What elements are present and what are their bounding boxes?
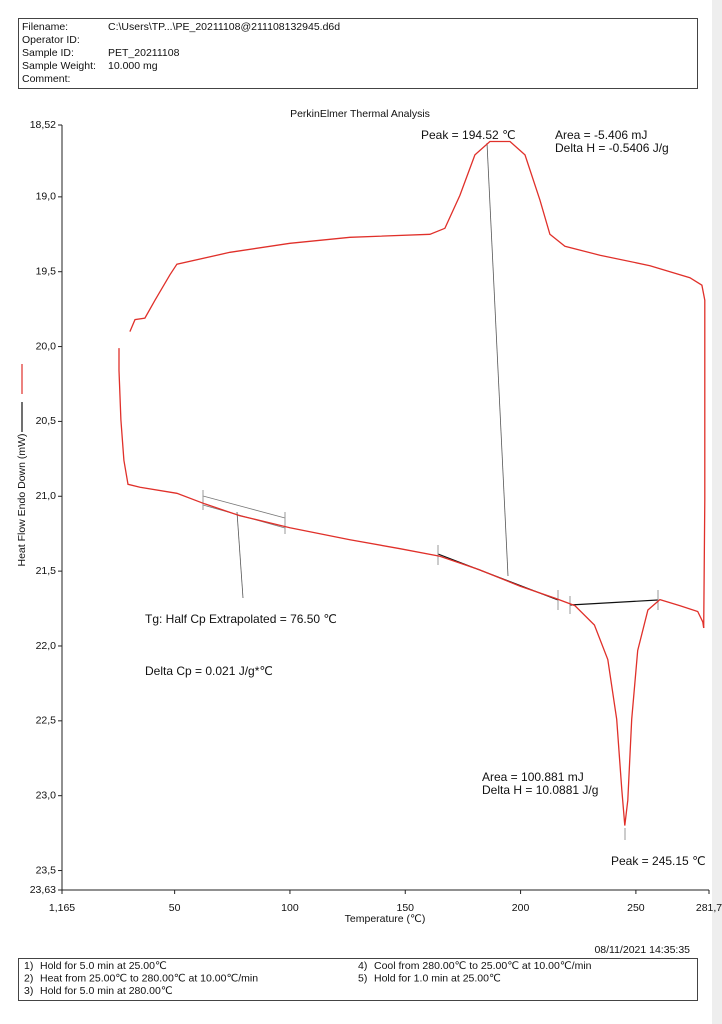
header-value: 10.000 mg: [108, 60, 158, 72]
y-tick-label: 23,0: [36, 789, 57, 801]
y-tick-label: 19,5: [36, 265, 57, 277]
y-axis-label: Heat Flow Endo Down (mW): [16, 433, 28, 566]
header-label: Sample ID:: [22, 47, 74, 59]
x-tick-label: 281,7: [696, 902, 722, 914]
y-tick-label: 18,52: [30, 119, 56, 131]
annotation: Tg: Half Cp Extrapolated = 76.50 ℃: [145, 612, 337, 626]
annotation: Area = -5.406 mJ: [555, 128, 647, 142]
annotation: Delta H = 10.0881 J/g: [482, 783, 598, 797]
x-tick-label: 150: [396, 902, 414, 914]
chart-title: PerkinElmer Thermal Analysis: [290, 108, 430, 120]
annotation: Area = 100.881 mJ: [482, 770, 584, 784]
annotation: Delta Cp = 0.021 J/g*℃: [145, 664, 273, 678]
annotation: Delta H = -0.5406 J/g: [555, 141, 669, 155]
x-axis-label: Temperature (℃): [345, 913, 426, 925]
annotation: Peak = 245.15 ℃: [611, 854, 706, 868]
tg-line: [236, 511, 244, 599]
tg-tangent: [202, 495, 286, 519]
header-label: Filename:: [22, 21, 68, 33]
y-tick-label: 20,0: [36, 340, 57, 352]
step-text: Heat from 25.00℃ to 280.00℃ at 10.00℃/mi…: [40, 972, 258, 984]
y-tick-label: 21,0: [36, 490, 57, 502]
y-tick-label: 19,0: [36, 191, 57, 203]
step-text: Hold for 1.0 min at 25.00℃: [374, 972, 501, 984]
y-tick-label: 21,5: [36, 565, 57, 577]
x-tick-label: 200: [512, 902, 530, 914]
step-number: 1): [24, 960, 33, 972]
x-tick-label: 1,165: [49, 902, 75, 914]
header-label: Sample Weight:: [22, 60, 96, 72]
header-value: PET_20211108: [108, 47, 180, 59]
y-tick-label: 20,5: [36, 415, 57, 427]
y-tick-label: 23,5: [36, 864, 57, 876]
y-tick-label: 22,0: [36, 640, 57, 652]
y-tick-label: 23,63: [30, 884, 56, 896]
header-value: C:\Users\TP...\PE_20211108@211108132945.…: [108, 21, 340, 33]
data-line: [118, 348, 705, 826]
step-text: Cool from 280.00℃ to 25.00℃ at 10.00℃/mi…: [374, 960, 592, 972]
edge: [712, 0, 722, 1024]
y-tick-label: 22,5: [36, 715, 57, 727]
header-box: [18, 18, 698, 89]
step-number: 5): [358, 972, 367, 984]
peak-line: [486, 142, 509, 577]
data-line: [129, 140, 706, 629]
date: 08/11/2021 14:35:35: [594, 944, 690, 956]
x-tick-label: 100: [281, 902, 299, 914]
annotation: Peak = 194.52 ℃: [421, 128, 516, 142]
x-tick-label: 50: [169, 902, 181, 914]
x-tick-label: 250: [627, 902, 645, 914]
step-number: 3): [24, 985, 33, 997]
baseline: [569, 599, 659, 606]
step-number: 2): [24, 972, 33, 984]
header-label: Comment:: [22, 73, 70, 85]
header-label: Operator ID:: [22, 34, 80, 46]
step-number: 4): [358, 960, 367, 972]
footer-box: [18, 958, 698, 1001]
step-text: Hold for 5.0 min at 280.00℃: [40, 985, 173, 997]
step-text: Hold for 5.0 min at 25.00℃: [40, 960, 167, 972]
